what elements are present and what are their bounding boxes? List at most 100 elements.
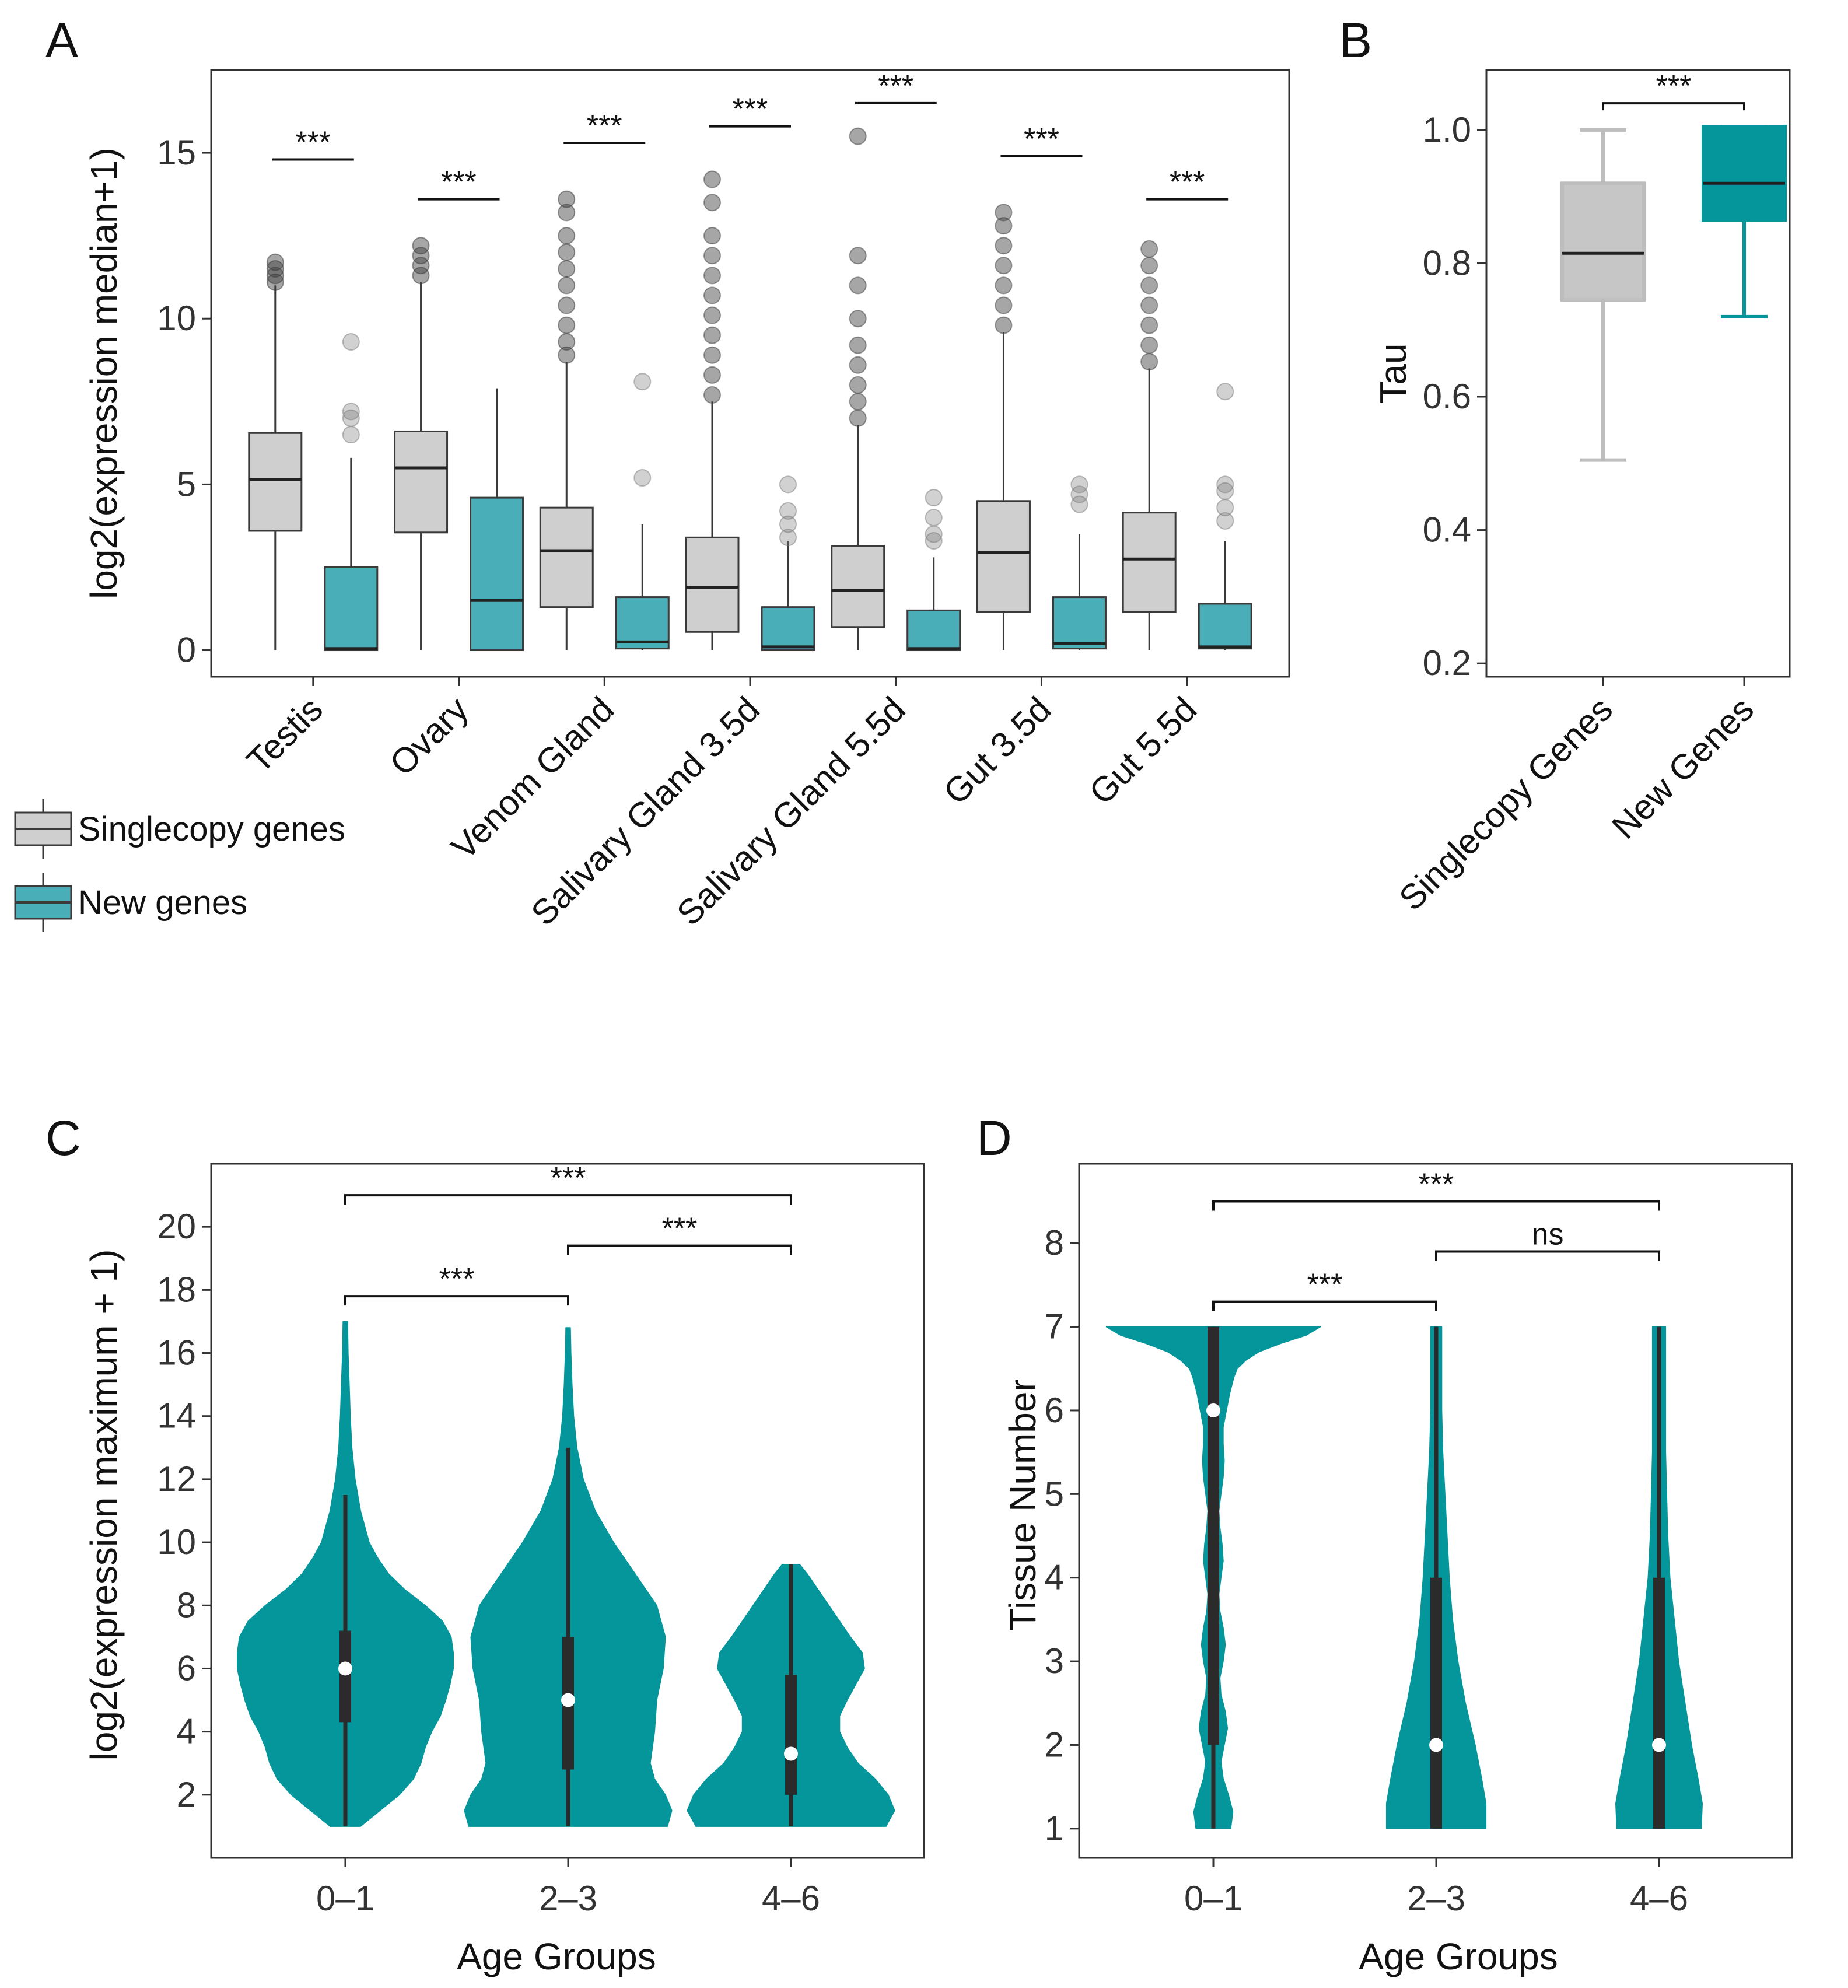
x-tick-label: 0–1 [1184, 1879, 1242, 1918]
singlecopy-outlier-3 [704, 386, 721, 404]
singlecopy-outlier-2 [558, 243, 576, 261]
significance-bracket [567, 1244, 792, 1255]
singlecopy-outlier-1 [412, 237, 430, 255]
new-outlier-4 [925, 489, 943, 507]
significance-bracket [1435, 1250, 1660, 1261]
panel-d-y-axis: 1 2 3 4 5 6 7 8 [1045, 1223, 1079, 1848]
singlecopy-outlier-4 [849, 310, 867, 328]
singlecopy-outlier-5 [995, 276, 1013, 295]
panel-a-y-axis: 0 5 10 15 [157, 133, 211, 670]
new-outlier-0 [342, 402, 360, 421]
singlecopy-outlier-4 [849, 356, 867, 374]
singlecopy-outlier-0 [266, 267, 284, 285]
singlecopy-outlier-6 [1140, 336, 1158, 354]
y-tick-label: 15 [157, 133, 196, 172]
new-box-5-box [1052, 596, 1107, 650]
significance-bracket [1602, 102, 1745, 111]
panel-d-x-axis: 0–1 2–3 4–6 [1184, 1858, 1688, 1918]
new-outlier-3 [779, 528, 797, 547]
panel-c-x-axis: 0–1 2–3 4–6 [316, 1858, 820, 1918]
singlecopy-outlier-4 [849, 276, 867, 295]
singlecopy-outlier-4 [849, 127, 867, 145]
y-tick-label: 5 [1045, 1474, 1064, 1513]
significance-label-4: *** [878, 69, 914, 103]
panel-c-x-title: Age Groups [457, 1936, 656, 1978]
y-tick-label: 20 [157, 1207, 196, 1246]
panel-c-letter: C [46, 1111, 81, 1166]
legend-item-singlecopy: Singlecopy genes [14, 799, 345, 859]
y-tick-label: 3 [1045, 1642, 1064, 1681]
x-tick-label: Testis [239, 690, 330, 780]
singlecopy-outlier-4 [849, 393, 867, 411]
significance-label: *** [662, 1212, 698, 1246]
singlecopy-box-3-box [685, 536, 740, 633]
new-outlier-6 [1216, 475, 1234, 494]
singlecopy-outlier-1 [412, 267, 430, 285]
y-tick-label: 7 [1045, 1307, 1064, 1346]
singlecopy-outlier-3 [704, 366, 721, 384]
singlecopy-box-6-box [1122, 512, 1177, 613]
singlecopy-outlier-2 [558, 190, 576, 208]
y-tick-label: 16 [157, 1334, 196, 1373]
significance-label-5: *** [1024, 123, 1059, 156]
singlecopy-outlier-3 [704, 326, 721, 344]
y-tick-label: 10 [157, 1522, 196, 1562]
tau-new-box [1702, 125, 1787, 222]
panel-c: C 2 4 6 8 10 12 14 16 18 20 0–1 2–3 4–6 *** *** *** l… [46, 1111, 925, 1978]
y-tick-label: 0.4 [1423, 510, 1471, 550]
singlecopy-outlier-6 [1140, 296, 1158, 314]
x-tick-label: 4–6 [1630, 1879, 1688, 1918]
singlecopy-outlier-5 [995, 296, 1013, 314]
y-tick-label: 18 [157, 1270, 196, 1309]
singlecopy-outlier-0 [266, 260, 284, 278]
panel-a-letter: A [46, 13, 78, 68]
panel-d-letter: D [977, 1111, 1012, 1166]
singlecopy-outlier-2 [558, 346, 576, 364]
y-tick-label: 14 [157, 1396, 196, 1436]
y-tick-label: 0.6 [1423, 377, 1471, 416]
singlecopy-outlier-6 [1140, 353, 1158, 371]
y-tick-label: 2 [177, 1775, 196, 1814]
panel-c-significance: *** *** *** [344, 1161, 792, 1306]
significance-label: ns [1532, 1218, 1564, 1252]
panel-a-legend: Singlecopy genes New genes [14, 799, 345, 932]
y-tick-label: 0.2 [1423, 643, 1471, 682]
tau-singlecopy-box [1560, 181, 1646, 302]
singlecopy-outlier-6 [1140, 276, 1158, 295]
panel-b-significance: *** [1602, 69, 1745, 111]
new-outlier-5 [1070, 475, 1088, 494]
new-outlier-4 [925, 531, 943, 550]
new-box-1-box [470, 496, 524, 652]
singlecopy-box-0-box [248, 432, 303, 532]
singlecopy-outlier-3 [704, 286, 721, 304]
new-box-3-box [761, 606, 816, 652]
singlecopy-outlier-2 [558, 296, 576, 314]
y-tick-label: 0.8 [1423, 243, 1471, 282]
panel-d-y-title: Tissue Number [1002, 1379, 1044, 1631]
singlecopy-outlier-3 [704, 306, 721, 324]
new-outlier-0 [342, 426, 360, 444]
singlecopy-outlier-4 [849, 376, 867, 394]
singlecopy-outlier-0 [266, 273, 284, 291]
singlecopy-outlier-5 [995, 204, 1013, 222]
y-tick-label: 8 [1045, 1223, 1064, 1262]
violin-median-1 [1429, 1738, 1443, 1752]
violin-median-2 [1652, 1738, 1666, 1752]
violin-median-0 [1206, 1403, 1220, 1418]
new-outlier-6 [1216, 383, 1234, 401]
singlecopy-outlier-5 [995, 237, 1013, 255]
new-outlier-2 [634, 373, 652, 391]
y-tick-label: 4 [1045, 1558, 1064, 1597]
new-outlier-5 [1070, 495, 1088, 513]
panel-d-violins [1105, 1326, 1703, 1829]
legend-item-new: New genes [14, 873, 247, 932]
panel-b-boxes [1560, 125, 1787, 462]
x-tick-label: 2–3 [1407, 1879, 1465, 1918]
x-tick-label: Ovary [382, 690, 476, 783]
x-tick-label: New Genes [1604, 690, 1761, 846]
new-outlier-6 [1216, 499, 1234, 517]
panel-a-significance: *** *** *** *** *** *** *** [272, 69, 1228, 201]
y-tick-label: 12 [157, 1460, 196, 1499]
